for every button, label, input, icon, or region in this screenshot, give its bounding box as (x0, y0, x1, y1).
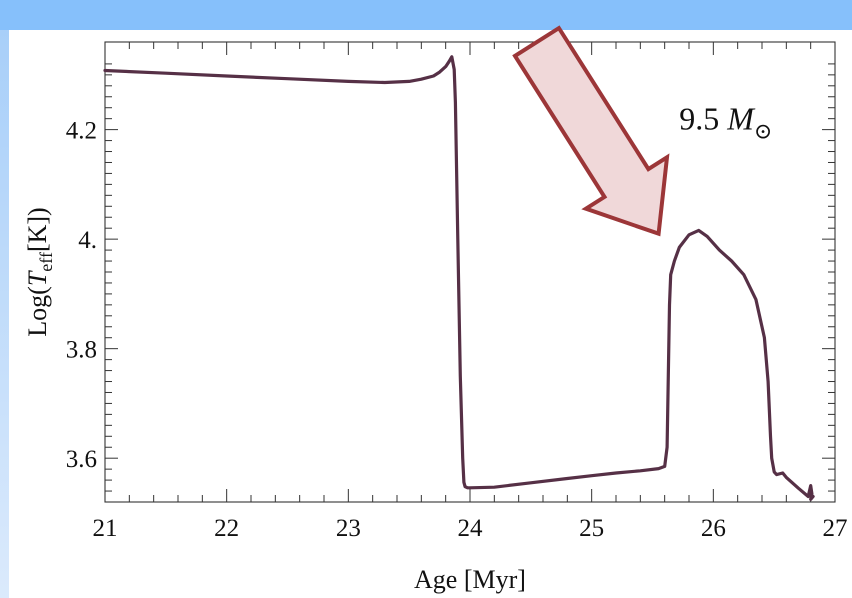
y-axis-label-suffix: [K]) (23, 207, 52, 252)
x-tick-label-27: 27 (823, 515, 848, 542)
series-line-1 (103, 55, 815, 501)
x-tick-label-21: 21 (93, 515, 118, 542)
plot-frame (104, 41, 836, 503)
x-tick-label-25: 25 (579, 515, 604, 542)
mass-annotation-symbol: M (726, 101, 756, 137)
mass-annotation-value: 9.5 (679, 101, 727, 137)
x-tick-labels: 21 22 23 24 25 26 27 (93, 515, 848, 542)
axis-ticks (104, 42, 836, 503)
y-tick-labels: 3.6 3.8 4. 4.2 (66, 118, 97, 474)
y-tick-label-3-8: 3.8 (66, 337, 97, 364)
y-axis-label-symbol: T (23, 270, 52, 286)
x-tick-label-26: 26 (701, 515, 726, 542)
y-tick-label-3-6: 3.6 (66, 446, 97, 473)
x-tick-label-22: 22 (214, 515, 239, 542)
slide-left-accent (0, 30, 9, 598)
series-group (103, 55, 815, 501)
y-axis-label: Log(Teff[K]) (23, 207, 56, 336)
x-axis-label: Age [Myr] (414, 565, 526, 594)
y-tick-label-4: 4. (78, 227, 97, 254)
y-axis-label-prefix: Log( (23, 286, 52, 337)
annotation-arrow (512, 25, 670, 237)
x-tick-label-24: 24 (458, 515, 484, 542)
slide-top-band (0, 0, 852, 30)
annotation-group: 9.5 M⊙ (679, 101, 772, 144)
mass-annotation-subscript: ⊙ (754, 119, 772, 144)
x-tick-label-23: 23 (336, 515, 361, 542)
y-axis-label-subscript: eff (36, 252, 56, 272)
y-tick-label-4-2: 4.2 (66, 118, 97, 145)
annotation-arrow-group (512, 25, 670, 237)
mass-annotation-label: 9.5 M⊙ (679, 101, 772, 144)
